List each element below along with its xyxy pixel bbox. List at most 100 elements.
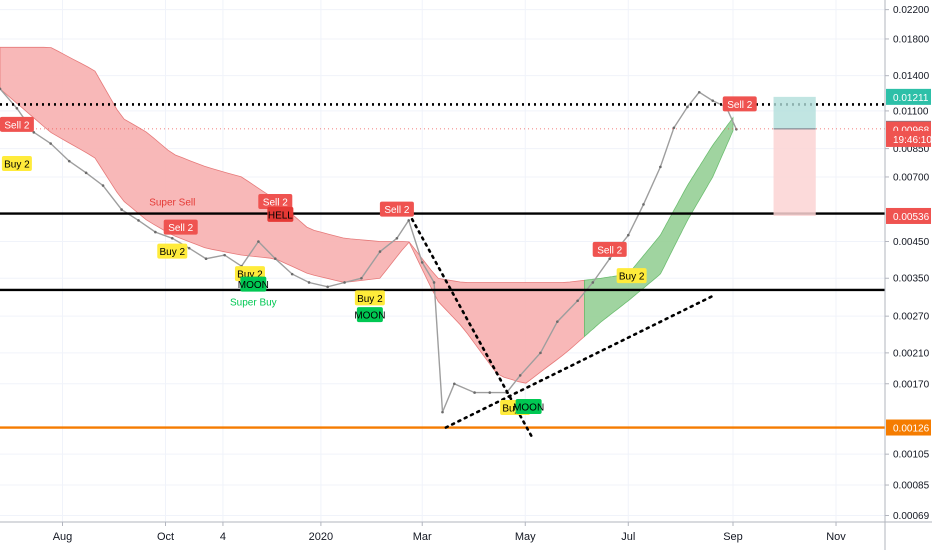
price-point — [432, 281, 436, 284]
signal-label: Buy 2 — [619, 272, 645, 283]
price-tag-label: 0.01211 — [893, 93, 929, 104]
y-tick-label: 0.02200 — [893, 5, 930, 16]
price-point — [223, 253, 226, 257]
x-tick-label: Sep — [723, 531, 743, 543]
cloud-indicator — [0, 46, 734, 384]
price-point — [735, 127, 738, 131]
signal-label: MOON — [354, 311, 385, 322]
price-tag — [886, 130, 931, 147]
trend-line[interactable] — [444, 294, 715, 429]
x-tick-label: Nov — [826, 531, 846, 543]
signal-badge — [267, 206, 294, 222]
y-tick-label: 0.00105 — [893, 450, 930, 461]
drawing-lines[interactable] — [0, 103, 885, 439]
price-point — [84, 171, 88, 175]
price-tag — [886, 88, 931, 105]
x-tick-label: Jul — [621, 531, 635, 543]
price-point — [15, 106, 19, 110]
price-point — [204, 257, 208, 261]
y-tick-label: 0.00700 — [893, 172, 930, 183]
signal-label: Sell 2 — [384, 205, 409, 216]
y-tick-label: 0.00170 — [893, 379, 930, 390]
signal-text: Super Sell — [149, 198, 195, 209]
signal-label: Buy 2 — [357, 294, 383, 305]
y-tick-label: 0.01800 — [893, 34, 930, 45]
price-point — [539, 351, 542, 355]
position-box[interactable] — [773, 96, 816, 216]
x-axis-panel — [0, 522, 932, 550]
signal-label: MOON — [513, 402, 544, 413]
cloud-bullish — [584, 116, 734, 338]
signal-label: Buy 2 — [502, 404, 528, 415]
price-point — [711, 99, 715, 102]
price-point — [407, 219, 411, 222]
price-point — [273, 257, 277, 261]
price-point — [187, 246, 191, 250]
y-tick-label: 0.00850 — [893, 144, 930, 155]
price-tag — [886, 207, 931, 224]
price-point — [453, 382, 456, 386]
position-stop-zone[interactable] — [773, 128, 816, 216]
price-point — [672, 126, 676, 130]
price-point — [488, 391, 492, 394]
price-tag — [886, 419, 931, 436]
price-point — [420, 261, 424, 264]
x-tick-label: Mar — [413, 531, 432, 543]
price-point — [576, 299, 579, 303]
y-tick-label: 0.01400 — [893, 71, 930, 82]
signal-text: Super Buy — [230, 298, 277, 309]
price-point — [441, 410, 444, 414]
x-tick-label: May — [515, 531, 536, 543]
signal-badge — [379, 201, 414, 217]
price-point — [518, 374, 522, 377]
signal-label: HELL — [268, 210, 293, 221]
signal-label: MOON — [238, 280, 269, 291]
x-tick-label: Aug — [53, 531, 73, 543]
price-point — [473, 391, 476, 394]
grid — [0, 0, 885, 522]
y-tick-label: 0.00085 — [893, 481, 930, 492]
price-point — [137, 219, 140, 222]
x-tick-label: Oct — [157, 531, 174, 543]
price-point — [32, 131, 36, 134]
signal-badge — [163, 219, 198, 235]
signal-label: Sell 2 — [597, 245, 622, 256]
price-point — [343, 281, 346, 284]
signal-badge — [240, 276, 267, 292]
signal-label: Buy 2 — [4, 159, 30, 170]
price-point — [608, 257, 612, 261]
price-tag-label: 0.00536 — [893, 212, 930, 223]
signal-badge — [515, 398, 542, 414]
price-point — [120, 208, 123, 211]
x-tick-label: 2020 — [309, 531, 333, 543]
price-point — [257, 240, 260, 243]
price-point — [360, 276, 363, 280]
price-point — [290, 272, 294, 276]
price-point — [326, 285, 329, 289]
y-tick-label: 0.00350 — [893, 274, 930, 285]
signal-label: Sell 2 — [4, 120, 29, 131]
signal-label: Sell 2 — [727, 100, 752, 111]
price-tag-label: 19:46:10 — [893, 135, 932, 146]
price-point — [307, 281, 311, 284]
price-point — [686, 105, 689, 109]
y-tick-label: 0.00450 — [893, 237, 930, 248]
y-tick-label: 0.00270 — [893, 312, 930, 323]
price-point — [556, 320, 559, 323]
signal-badge — [722, 96, 757, 112]
signal-label: Buy 2 — [237, 270, 263, 281]
x-tick-label: 4 — [220, 531, 226, 543]
signal-badge — [592, 241, 627, 257]
price-series — [0, 87, 738, 414]
position-target-zone[interactable] — [773, 96, 816, 129]
signal-badge — [616, 268, 647, 284]
price-point — [659, 165, 662, 169]
price-point — [170, 237, 174, 240]
trend-line[interactable] — [404, 205, 534, 439]
price-point — [67, 159, 71, 163]
price-point — [697, 90, 701, 94]
price-point — [591, 281, 595, 284]
